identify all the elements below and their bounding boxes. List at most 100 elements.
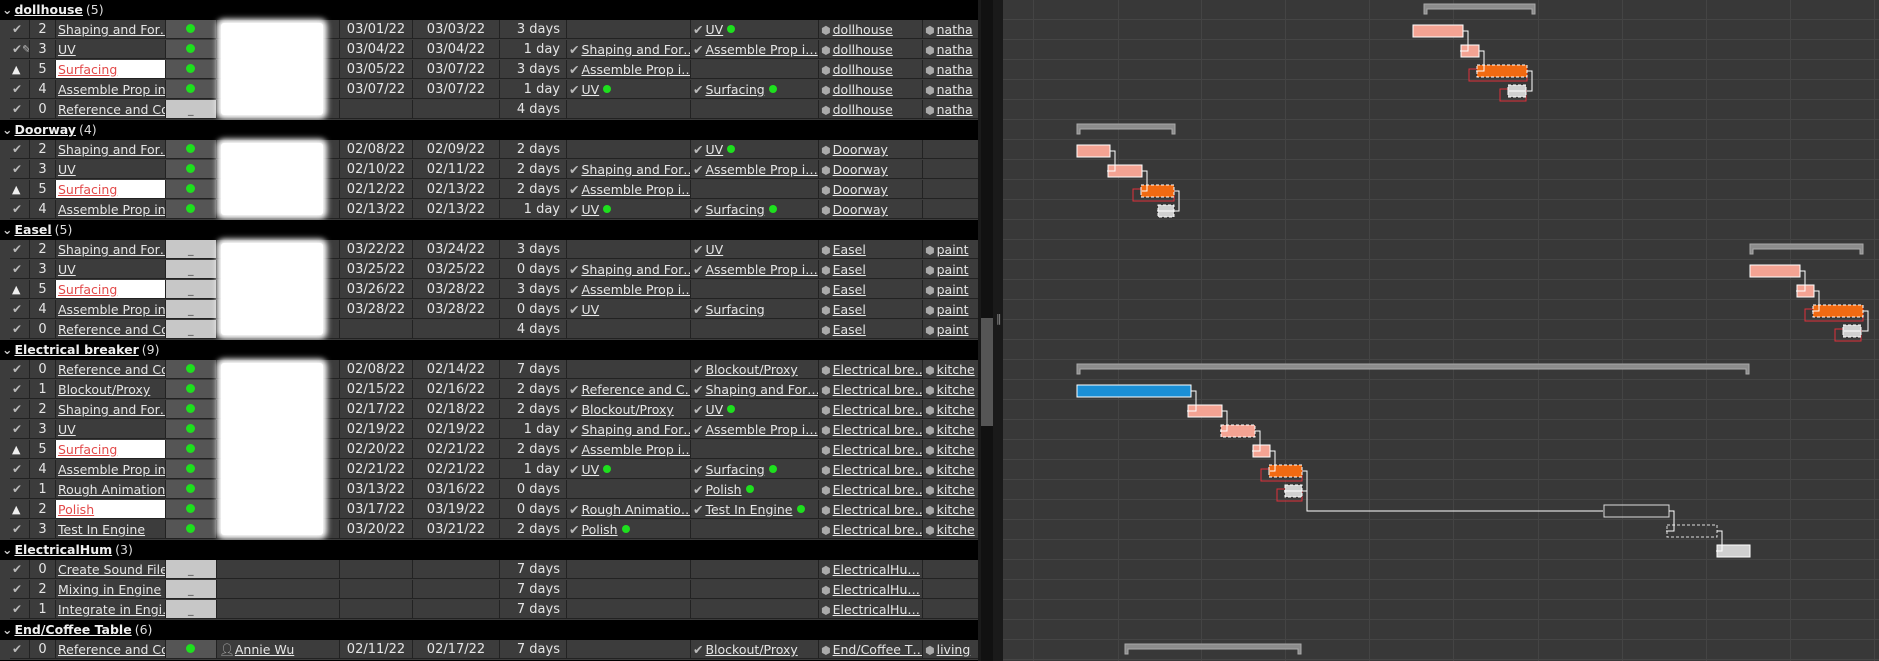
table-row[interactable]: ✔ 3 UV 02/19/22 02/19/22 1 day ✔ Shaping and Fo… xyxy=(0,420,978,440)
status-cell[interactable] xyxy=(166,500,217,519)
pane-splitter[interactable]: ‖ xyxy=(978,0,1003,661)
entity-cell[interactable]: ⬢ Electrical bre… xyxy=(819,460,923,479)
entity-cell[interactable]: ⬢ Electrical bre… xyxy=(819,440,923,459)
end-date-cell[interactable]: 03/19/22 xyxy=(413,500,500,519)
task-link[interactable]: UV xyxy=(581,302,600,317)
row-checkbox[interactable]: ✔ xyxy=(10,160,30,179)
entity-cell[interactable]: ⬢ Electrical bre… xyxy=(819,480,923,499)
gantt-task-bar[interactable] xyxy=(1076,144,1111,158)
predecessor-cell[interactable]: ✔ Shaping and For… xyxy=(567,260,691,279)
assignee-cell[interactable] xyxy=(217,520,340,539)
priority-cell[interactable]: 0 xyxy=(30,560,56,579)
predecessor-cell[interactable] xyxy=(567,360,691,379)
entity-cell[interactable]: ⬢ Electrical bre… xyxy=(819,420,923,439)
link-cell[interactable] xyxy=(923,140,978,159)
priority-cell[interactable]: 3 xyxy=(30,160,56,179)
entity-link[interactable]: Electrical bre… xyxy=(832,502,923,517)
priority-cell[interactable]: 4 xyxy=(30,300,56,319)
gantt-summary-bar[interactable] xyxy=(1076,123,1176,135)
entity-cell[interactable]: ⬢ dollhouse xyxy=(819,100,923,119)
end-date-cell[interactable]: 02/13/22 xyxy=(413,200,500,219)
group-header[interactable]: ⌄ End/Coffee Table (6) xyxy=(0,620,978,640)
chevron-down-icon[interactable]: ⌄ xyxy=(2,622,13,637)
chevron-down-icon[interactable]: ⌄ xyxy=(2,122,13,137)
successor-cell[interactable]: ✔ Assemble Prop i… xyxy=(691,40,819,59)
start-date-cell[interactable] xyxy=(340,600,413,619)
priority-cell[interactable]: 2 xyxy=(30,240,56,259)
end-date-cell[interactable] xyxy=(413,600,500,619)
task-name-link[interactable]: Surfacing xyxy=(56,440,166,459)
gantt-summary-bar[interactable] xyxy=(1076,363,1750,375)
duration-cell[interactable]: 7 days xyxy=(500,560,567,579)
table-row[interactable]: ✔ 3 UV _ 03/25/22 03/25/22 0 days ✔ Shaping and … xyxy=(0,260,978,280)
entity-link[interactable]: End/Coffee T… xyxy=(832,642,923,657)
gantt-task-bar[interactable] xyxy=(1603,504,1670,518)
end-date-cell[interactable]: 02/14/22 xyxy=(413,360,500,379)
row-checkbox[interactable]: ✔ xyxy=(10,140,30,159)
link-text[interactable]: kitche xyxy=(936,402,975,417)
end-date-cell[interactable] xyxy=(413,560,500,579)
task-name-link[interactable]: Surfacing xyxy=(56,60,166,79)
row-checkbox[interactable]: ✔✎ xyxy=(10,40,30,59)
start-date-cell[interactable]: 03/04/22 xyxy=(340,40,413,59)
end-date-cell[interactable]: 02/21/22 xyxy=(413,440,500,459)
task-link[interactable]: Shaping and For… xyxy=(705,382,819,397)
row-checkbox[interactable]: ▲ xyxy=(10,500,30,519)
entity-cell[interactable]: ⬢ ElectricalHu… xyxy=(819,580,923,599)
priority-cell[interactable]: 1 xyxy=(30,380,56,399)
task-link[interactable]: Shaping and For… xyxy=(581,162,691,177)
priority-cell[interactable]: 0 xyxy=(30,100,56,119)
status-cell[interactable] xyxy=(166,180,217,199)
task-link[interactable]: UV xyxy=(705,142,724,157)
duration-cell[interactable]: 4 days xyxy=(500,100,567,119)
link-text[interactable]: natha xyxy=(936,62,973,77)
predecessor-cell[interactable] xyxy=(567,580,691,599)
duration-cell[interactable]: 0 days xyxy=(500,300,567,319)
task-link[interactable]: Surfacing xyxy=(705,82,765,97)
table-row[interactable]: ✔ 1 Integrate in Engi… _ 7 days ⬢ ElectricalHu… xyxy=(0,600,978,620)
gantt-task-bar[interactable] xyxy=(1812,304,1864,318)
predecessor-cell[interactable] xyxy=(567,600,691,619)
start-date-cell[interactable]: 03/20/22 xyxy=(340,520,413,539)
entity-cell[interactable]: ⬢ Easel xyxy=(819,320,923,339)
priority-cell[interactable]: 0 xyxy=(30,640,56,659)
row-checkbox[interactable]: ▲ xyxy=(10,440,30,459)
link-cell[interactable] xyxy=(923,200,978,219)
successor-cell[interactable] xyxy=(691,100,819,119)
table-row[interactable]: ✔ 1 Blockout/Proxy 02/15/22 02/16/22 2 days ✔ R… xyxy=(0,380,978,400)
predecessor-cell[interactable] xyxy=(567,320,691,339)
table-row[interactable]: ✔ 2 Shaping and For… 02/17/22 02/18/22 2 days… xyxy=(0,400,978,420)
task-link[interactable]: Assemble Prop i… xyxy=(581,62,691,77)
status-cell[interactable]: _ xyxy=(166,320,217,339)
link-text[interactable]: paint xyxy=(936,262,969,277)
task-link[interactable]: Surfacing xyxy=(705,202,765,217)
predecessor-cell[interactable]: ✔ Assemble Prop i… xyxy=(567,440,691,459)
duration-cell[interactable]: 2 days xyxy=(500,400,567,419)
table-row[interactable]: ▲ 5 Surfacing _ 03/26/22 03/28/22 3 days ✔ Assem… xyxy=(0,280,978,300)
task-link[interactable]: Test In Engine xyxy=(705,502,793,517)
status-cell[interactable] xyxy=(166,380,217,399)
link-text[interactable]: paint xyxy=(936,242,969,257)
task-link[interactable]: Blockout/Proxy xyxy=(581,402,674,417)
task-name-link[interactable]: Reference and Co… xyxy=(56,640,166,659)
predecessor-cell[interactable]: ✔ UV xyxy=(567,80,691,99)
link-cell[interactable]: ⬢ natha xyxy=(923,100,978,119)
assignee-cell[interactable] xyxy=(217,560,340,579)
link-text[interactable]: natha xyxy=(936,102,973,117)
start-date-cell[interactable]: 03/25/22 xyxy=(340,260,413,279)
priority-cell[interactable]: 1 xyxy=(30,480,56,499)
link-cell[interactable]: ⬢ paint xyxy=(923,260,978,279)
priority-cell[interactable]: 3 xyxy=(30,260,56,279)
end-date-cell[interactable]: 02/11/22 xyxy=(413,160,500,179)
status-cell[interactable] xyxy=(166,640,217,659)
end-date-cell[interactable]: 03/04/22 xyxy=(413,40,500,59)
task-link[interactable]: UV xyxy=(705,242,724,257)
task-link[interactable]: Shaping and For… xyxy=(581,262,691,277)
status-cell[interactable] xyxy=(166,420,217,439)
link-cell[interactable] xyxy=(923,580,978,599)
duration-cell[interactable]: 7 days xyxy=(500,640,567,659)
status-cell[interactable] xyxy=(166,360,217,379)
task-name-link[interactable]: Shaping and For… xyxy=(56,140,166,159)
